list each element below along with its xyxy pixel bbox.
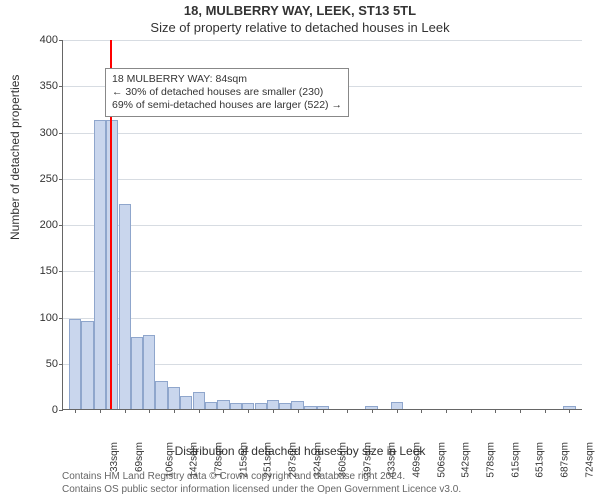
histogram-bar xyxy=(230,403,242,409)
y-tick-label: 0 xyxy=(28,404,58,416)
x-tick-label: 615sqm xyxy=(510,442,521,478)
histogram-bar xyxy=(217,400,229,409)
x-tick-label: 724sqm xyxy=(585,442,596,478)
y-tick xyxy=(59,271,63,272)
gridline xyxy=(63,133,582,134)
histogram-bar xyxy=(304,406,316,409)
y-tick xyxy=(59,225,63,226)
gridline xyxy=(63,225,582,226)
annotation-line: 18 MULBERRY WAY: 84sqm xyxy=(112,73,342,86)
x-tick xyxy=(347,409,348,413)
y-tick xyxy=(59,410,63,411)
plot-area: 05010015020025030035040033sqm69sqm106sqm… xyxy=(62,40,582,410)
histogram-bar xyxy=(291,401,303,409)
annotation-line: 69% of semi-detached houses are larger (… xyxy=(112,99,342,112)
footer-copyright-1: Contains HM Land Registry data © Crown c… xyxy=(62,471,405,482)
gridline xyxy=(63,179,582,180)
histogram-bar xyxy=(119,204,131,409)
x-tick-label: 578sqm xyxy=(485,442,496,478)
y-tick-label: 300 xyxy=(28,127,58,139)
histogram-bar xyxy=(255,403,267,409)
x-tick xyxy=(495,409,496,413)
gridline xyxy=(63,271,582,272)
x-tick-label: 651sqm xyxy=(535,442,546,478)
x-tick xyxy=(446,409,447,413)
y-tick-label: 350 xyxy=(28,80,58,92)
gridline xyxy=(63,40,582,41)
histogram-bar xyxy=(106,120,118,409)
x-tick xyxy=(273,409,274,413)
annotation-line: ← 30% of detached houses are smaller (23… xyxy=(112,86,342,99)
x-tick xyxy=(421,409,422,413)
histogram-bar xyxy=(168,387,180,409)
histogram-bar xyxy=(69,319,81,409)
histogram-bar xyxy=(279,403,291,409)
x-tick xyxy=(397,409,398,413)
histogram-bar xyxy=(193,392,205,409)
y-tick xyxy=(59,364,63,365)
x-tick xyxy=(75,409,76,413)
x-tick xyxy=(199,409,200,413)
x-tick xyxy=(372,409,373,413)
histogram-bar xyxy=(81,321,93,409)
histogram-bar xyxy=(267,400,279,409)
chart-supertitle: 18, MULBERRY WAY, LEEK, ST13 5TL xyxy=(0,3,600,18)
x-tick xyxy=(569,409,570,413)
histogram-bar xyxy=(205,402,217,409)
y-tick-label: 200 xyxy=(28,219,58,231)
x-tick xyxy=(298,409,299,413)
y-tick xyxy=(59,133,63,134)
histogram-bar xyxy=(391,402,403,409)
x-tick-label: 542sqm xyxy=(461,442,472,478)
y-tick-label: 150 xyxy=(28,265,58,277)
annotation-box: 18 MULBERRY WAY: 84sqm← 30% of detached … xyxy=(105,68,349,117)
y-tick-label: 400 xyxy=(28,34,58,46)
x-tick xyxy=(520,409,521,413)
y-axis-label: Number of detached properties xyxy=(8,75,22,240)
y-tick xyxy=(59,318,63,319)
x-tick-label: 687sqm xyxy=(559,442,570,478)
histogram-bar xyxy=(131,337,143,409)
x-tick-label: 469sqm xyxy=(411,442,422,478)
x-tick xyxy=(248,409,249,413)
x-tick xyxy=(100,409,101,413)
x-tick-label: 506sqm xyxy=(436,442,447,478)
footer-copyright-2: Contains OS public sector information li… xyxy=(62,484,461,495)
y-tick xyxy=(59,40,63,41)
y-tick-label: 100 xyxy=(28,312,58,324)
x-tick xyxy=(323,409,324,413)
x-tick xyxy=(471,409,472,413)
y-tick xyxy=(59,179,63,180)
x-tick xyxy=(149,409,150,413)
histogram-bar xyxy=(155,381,167,409)
histogram-bar xyxy=(180,396,192,409)
x-tick xyxy=(174,409,175,413)
chart-title: Size of property relative to detached ho… xyxy=(0,20,600,35)
y-tick-label: 50 xyxy=(28,358,58,370)
y-tick-label: 250 xyxy=(28,173,58,185)
gridline xyxy=(63,318,582,319)
histogram-bar xyxy=(143,335,155,409)
x-tick xyxy=(223,409,224,413)
x-tick xyxy=(545,409,546,413)
x-tick-label: 69sqm xyxy=(134,442,145,472)
y-tick xyxy=(59,86,63,87)
histogram-bar xyxy=(94,120,106,409)
x-tick-label: 33sqm xyxy=(109,442,120,472)
x-tick xyxy=(125,409,126,413)
